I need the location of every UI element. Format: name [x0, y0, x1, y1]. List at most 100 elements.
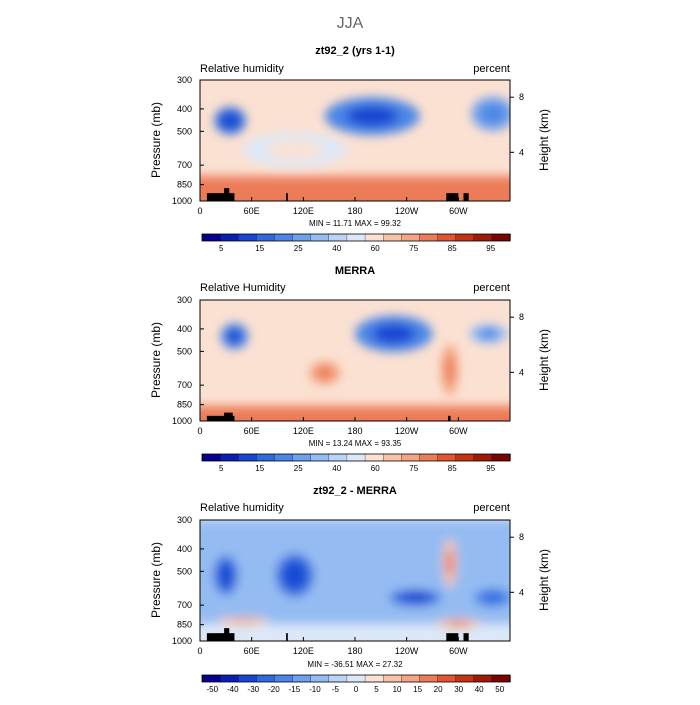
- colorbar-swatch: [491, 674, 511, 683]
- x-tick-label: 0: [197, 206, 202, 216]
- colorbar-label: -15: [289, 685, 301, 694]
- colorbar-label: 40: [332, 464, 341, 473]
- x-tick-label: 120E: [293, 426, 314, 436]
- colorbar-label: 85: [448, 464, 457, 473]
- colorbar-swatch: [274, 674, 294, 683]
- colorbar-label: 60: [371, 244, 380, 253]
- y-tick-label: 500: [177, 346, 192, 356]
- colorbar-label: 25: [294, 244, 303, 253]
- contour-field: [200, 520, 510, 641]
- y2-tick-label: 8: [519, 532, 524, 542]
- right-label: percent: [473, 282, 510, 294]
- colorbar-swatch: [455, 674, 475, 683]
- topography: [448, 415, 451, 421]
- contour-field: [200, 80, 510, 201]
- y-tick-label: 300: [177, 515, 192, 525]
- colorbar-swatch: [473, 453, 493, 462]
- y-tick-label: 700: [177, 380, 192, 390]
- field-blob-core: [401, 593, 430, 603]
- field-blob-core: [266, 140, 324, 159]
- colorbar-swatch: [437, 674, 457, 683]
- colorbar-swatch: [473, 674, 493, 683]
- field-shapes: [200, 96, 510, 201]
- x-tick-label: 60E: [244, 206, 260, 216]
- colorbar-label: 95: [486, 244, 495, 253]
- x-tick-label: 120E: [293, 646, 314, 656]
- colorbar-swatch: [219, 674, 239, 683]
- colorbar-swatch: [201, 453, 221, 462]
- colorbar: 5 15 25 40 60 75 85 95: [201, 453, 511, 473]
- topography: [286, 633, 288, 641]
- colorbar: 5 15 25 40 60 75 85 95: [201, 233, 511, 253]
- x-tick-label: 120W: [395, 206, 419, 216]
- colorbar-swatch: [310, 233, 330, 242]
- colorbar-swatch: [364, 674, 384, 683]
- colorbar-swatch: [364, 453, 384, 462]
- topography: [206, 415, 235, 421]
- colorbar-swatch: [238, 453, 258, 462]
- colorbar-label: 75: [409, 464, 418, 473]
- colorbar-swatch: [346, 453, 366, 462]
- panel-1: MERRA Relative Humidity percent Pressure…: [149, 265, 551, 473]
- colorbar-swatch: [201, 674, 221, 683]
- colorbar-swatch: [491, 453, 511, 462]
- right-label: percent: [473, 63, 510, 75]
- y-axis-label: Pressure (mb): [149, 102, 163, 178]
- panel-0: zt92_2 (yrs 1-1) Relative humidity perce…: [149, 45, 551, 253]
- x-tick-label: 120W: [395, 426, 419, 436]
- field-blob-core: [446, 620, 471, 627]
- y-axis-label: Pressure (mb): [149, 322, 163, 398]
- colorbar-swatch: [274, 453, 294, 462]
- x-tick-label: 60E: [244, 426, 260, 436]
- x-tick-label: 180: [347, 646, 362, 656]
- colorbar-swatch: [238, 674, 258, 683]
- panel-title: zt92_2 (yrs 1-1): [315, 45, 395, 57]
- topography: [206, 193, 235, 201]
- x-tick-label: 180: [347, 426, 362, 436]
- y-tick-label: 400: [177, 544, 192, 554]
- field-blob-core: [444, 355, 455, 384]
- y2-tick-label: 8: [519, 312, 524, 322]
- topography: [463, 193, 469, 201]
- colorbar-label: 40: [332, 244, 341, 253]
- colorbar-frame: [201, 453, 511, 462]
- x-tick-label: 0: [197, 426, 202, 436]
- colorbar-label: -40: [227, 685, 239, 694]
- colorbar-swatch: [256, 233, 276, 242]
- colorbar-swatch: [328, 674, 348, 683]
- right-label: percent: [473, 502, 510, 514]
- field-blob-core: [221, 113, 239, 129]
- colorbar-swatch: [328, 233, 348, 242]
- field-blob-core: [316, 366, 334, 380]
- field-blob-core: [346, 105, 399, 127]
- colorbar-swatch: [201, 233, 221, 242]
- colorbar-swatch: [256, 453, 276, 462]
- colorbar-swatch: [346, 233, 366, 242]
- colorbar-label: 25: [294, 464, 303, 473]
- y2-tick-label: 4: [519, 367, 524, 377]
- y2-tick-label: 8: [519, 92, 524, 102]
- left-label: Relative humidity: [200, 502, 284, 514]
- y2-axis-label: Height (km): [537, 329, 551, 391]
- colorbar-label: 30: [454, 685, 463, 694]
- y2-tick-label: 4: [519, 587, 524, 597]
- colorbar-swatch: [491, 233, 511, 242]
- colorbar-swatch: [274, 233, 294, 242]
- colorbar-swatch: [328, 453, 348, 462]
- y-tick-label: 1000: [172, 196, 192, 206]
- colorbar-swatch: [310, 674, 330, 683]
- left-label: Relative humidity: [200, 63, 284, 75]
- colorbar-swatch: [401, 233, 421, 242]
- y-axis-label: Pressure (mb): [149, 542, 163, 618]
- field-blob-core: [228, 619, 258, 624]
- field-blob-core: [445, 549, 454, 577]
- y-tick-label: 300: [177, 295, 192, 305]
- colorbar-swatch: [383, 674, 402, 683]
- x-tick-label: 120W: [395, 646, 419, 656]
- colorbar-frame: [201, 233, 511, 242]
- colorbar-label: 5: [219, 244, 224, 253]
- field-shapes: [200, 520, 510, 629]
- colorbar-swatch: [292, 674, 312, 683]
- contour-field: [200, 300, 510, 421]
